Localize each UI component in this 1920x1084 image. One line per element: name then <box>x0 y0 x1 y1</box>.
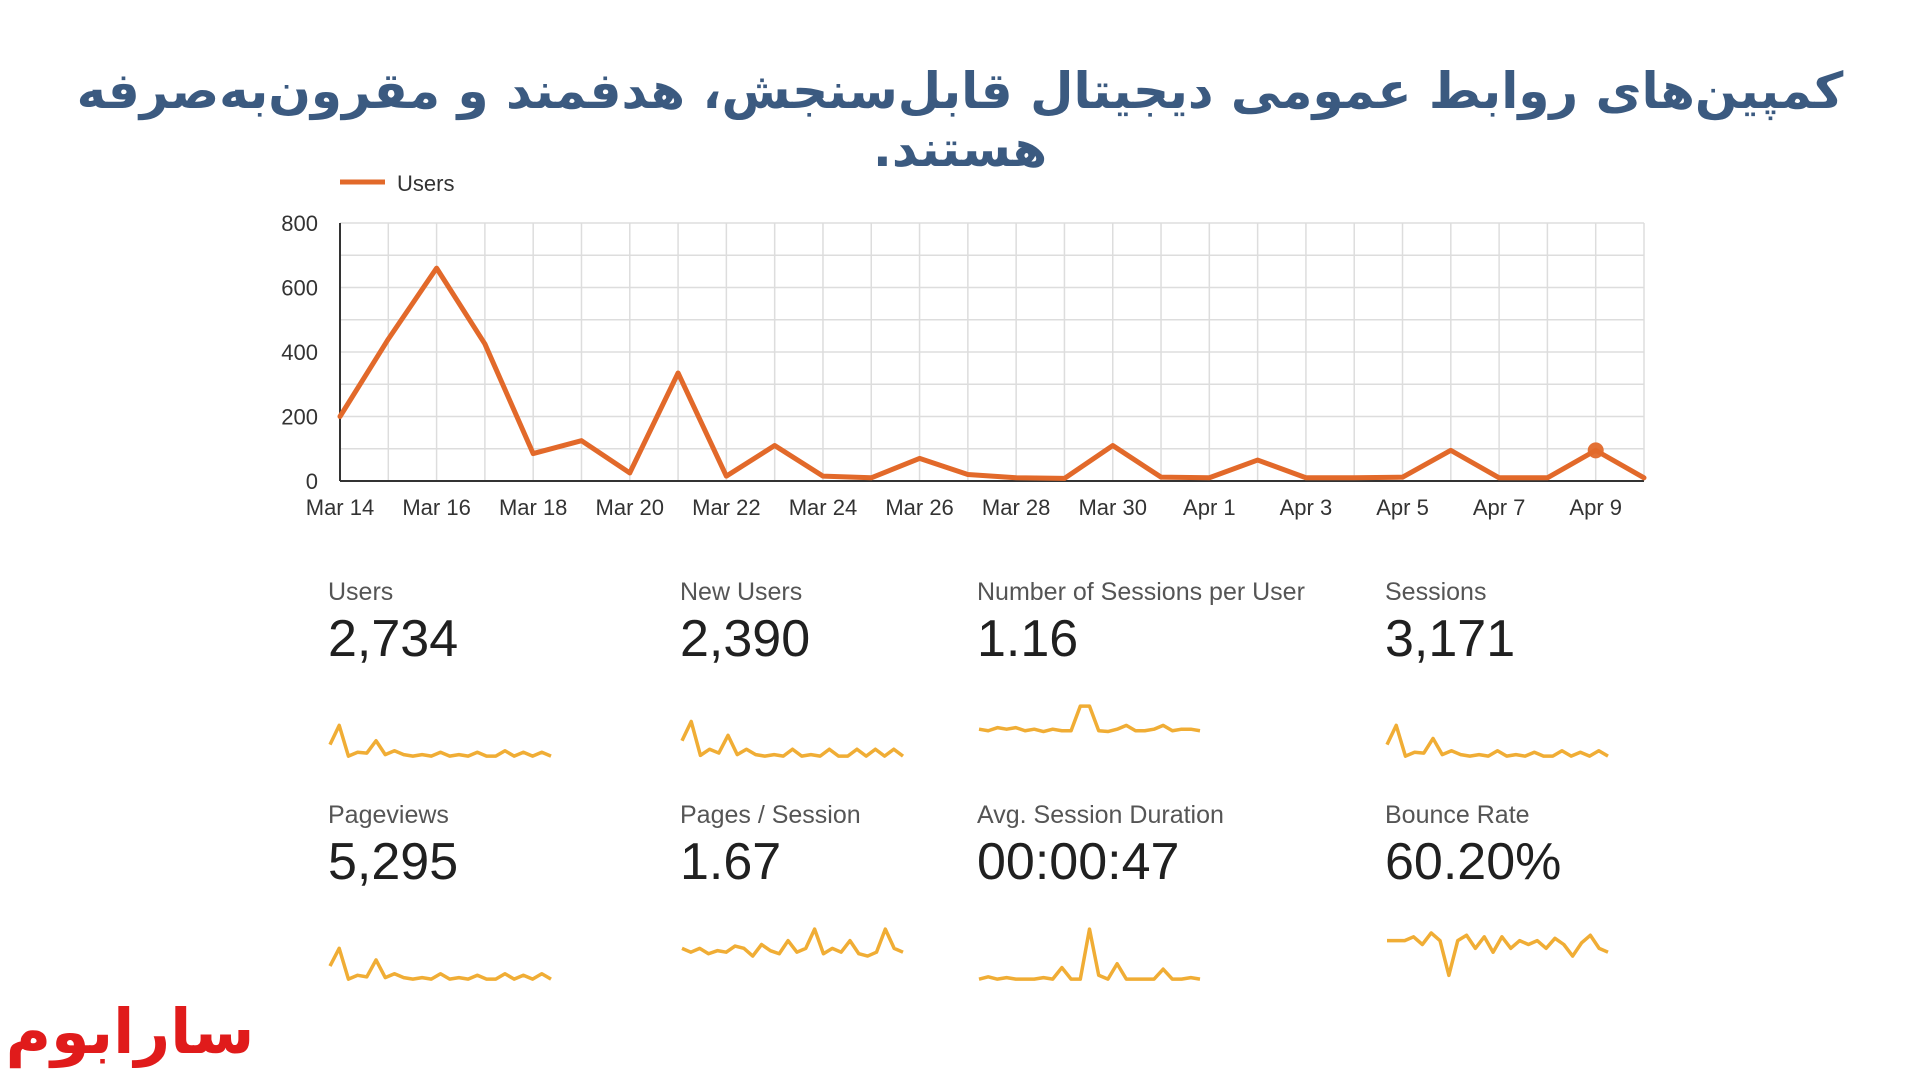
sparkline-path <box>1385 723 1609 758</box>
x-tick-label: Apr 7 <box>1473 495 1526 520</box>
metric-value: 1.16 <box>977 610 1079 668</box>
metric-label: New Users <box>680 578 803 606</box>
metric-card: Number of Sessions per User 1.16 <box>977 577 1337 764</box>
page-headline: کمپین‌های روابط عمومی دیجیتال قابل‌سنجش،… <box>76 62 1844 178</box>
x-tick-label: Apr 1 <box>1183 495 1236 520</box>
x-axis-ticks: Mar 14 Mar 16 Mar 18 Mar 20 Mar 22 Mar 24 Mar … <box>306 495 1622 520</box>
sparkline-path <box>978 704 1201 734</box>
metric-card: Pages / Session 1.67 <box>680 800 1040 987</box>
y-tick-label: 800 <box>281 211 318 236</box>
legend-label-users: Users <box>397 171 454 196</box>
y-tick-label: 200 <box>281 405 318 430</box>
sparkline-path <box>328 723 552 758</box>
x-tick-label: Apr 3 <box>1280 495 1333 520</box>
users-series-points <box>1587 442 1604 459</box>
metric-label: Pageviews <box>328 801 449 829</box>
metric-label: Bounce Rate <box>1385 801 1530 829</box>
metric-value: 2,390 <box>680 610 811 668</box>
metric-value: 5,295 <box>328 833 459 891</box>
y-tick-label: 0 <box>306 469 318 494</box>
sparkline-path <box>681 927 904 958</box>
x-tick-label: Apr 9 <box>1569 495 1622 520</box>
metric-sparkline <box>978 927 1201 981</box>
x-tick-label: Apr 5 <box>1376 495 1429 520</box>
brand-logo: سارابوم <box>0 985 270 1084</box>
metric-card: Avg. Session Duration 00:00:47 <box>977 800 1337 987</box>
metric-label: Users <box>328 578 394 606</box>
metric-sparkline <box>680 719 905 758</box>
users-data-point <box>1587 442 1604 459</box>
metric-value: 2,734 <box>328 610 459 668</box>
sparkline-path <box>1387 931 1609 978</box>
metric-label: Number of Sessions per User <box>977 578 1305 606</box>
sparkline-path <box>978 927 1201 981</box>
metric-label: Pages / Session <box>680 801 861 829</box>
y-axis-ticks: 0 200 400 600 800 <box>281 211 318 494</box>
y-tick-label: 600 <box>281 276 318 301</box>
chart-axes <box>339 223 1644 482</box>
x-tick-label: Mar 18 <box>499 495 567 520</box>
metric-sparkline <box>978 704 1201 734</box>
logo-mark: سارابوم <box>6 995 255 1069</box>
metric-card: New Users 2,390 <box>680 577 1040 764</box>
metric-sparkline <box>1385 723 1609 758</box>
chart-grid <box>339 222 1645 482</box>
x-tick-label: Mar 20 <box>596 495 664 520</box>
metric-label: Sessions <box>1385 578 1487 606</box>
sparkline-path <box>328 946 552 981</box>
metric-card: Bounce Rate 60.20% <box>1385 800 1745 987</box>
x-tick-label: Mar 30 <box>1078 495 1146 520</box>
metric-card: Users 2,734 <box>328 577 688 764</box>
x-tick-label: Mar 16 <box>402 495 470 520</box>
metric-sparkline <box>328 946 552 981</box>
metric-sparkline <box>1387 931 1609 978</box>
x-tick-label: Mar 14 <box>306 495 374 520</box>
x-tick-label: Mar 22 <box>692 495 760 520</box>
metric-sparkline <box>328 723 552 758</box>
metric-value: 3,171 <box>1385 610 1516 668</box>
metric-card: Pageviews 5,295 <box>328 800 688 987</box>
y-tick-label: 400 <box>281 340 318 365</box>
chart-legend: Users <box>340 171 454 196</box>
x-tick-label: Mar 24 <box>789 495 857 520</box>
users-series-line <box>337 265 1647 481</box>
x-tick-label: Mar 26 <box>885 495 953 520</box>
metric-value: 60.20% <box>1385 833 1562 891</box>
metric-value: 00:00:47 <box>977 833 1180 891</box>
metric-label: Avg. Session Duration <box>977 801 1224 829</box>
metric-sparkline <box>681 927 904 958</box>
metric-card: Sessions 3,171 <box>1385 577 1745 764</box>
sparkline-path <box>680 719 905 758</box>
metric-value: 1.67 <box>680 833 782 891</box>
logo-text: سارابوم <box>6 995 255 1069</box>
x-tick-label: Mar 28 <box>982 495 1050 520</box>
